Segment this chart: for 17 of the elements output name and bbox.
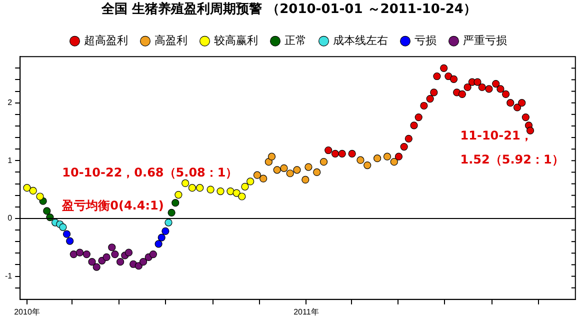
legend-label: 成本线左右 [332,34,388,47]
y-tick-label: 1 [8,156,13,165]
legend-label: 正常 [284,34,306,47]
legend-label: 高盈利 [154,34,188,47]
legend-label: 亏损 [414,34,436,47]
x-tick-label: 2011年 [294,307,319,316]
legend-label: 超高盈利 [84,34,128,47]
ref-line-label: 盈亏均衡0(4.4:1) [61,198,164,213]
y-tick-label: 0 [8,214,13,223]
legend-label: 较高赢利 [214,34,258,47]
legend-label: 严重亏损 [462,34,507,47]
x-tick-label: 2010年 [14,307,40,316]
chart-title: 全国 生猪养殖盈利周期预警 （2010-01-01 ～2011-10-24） [100,1,476,18]
annotation: 10-10-22，0.68（5.08：1） [62,165,238,180]
y-tick-label: 2 [8,98,13,108]
y-tick-label: -1 [4,271,13,280]
annotation: 11-10-21，1.52（5.92：1） [460,128,564,167]
